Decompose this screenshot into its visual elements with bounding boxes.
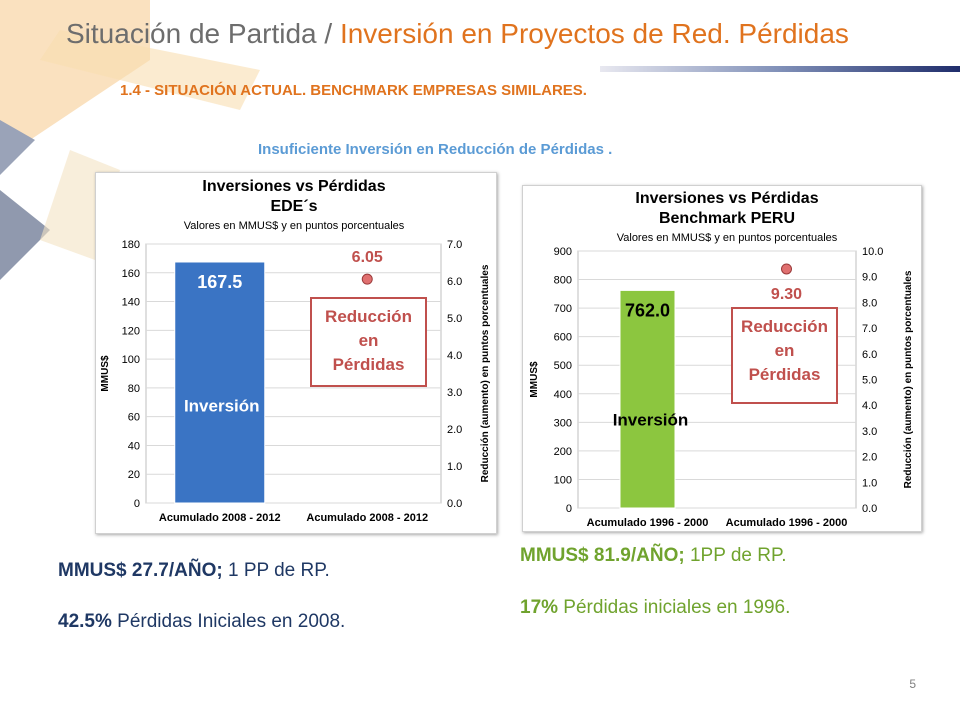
y2-tick-label: 0.0 [447,498,462,510]
y2-tick-label: 2.0 [447,424,462,436]
chart-ede: Inversiones vs Pérdidas EDE´s Valores en M… [100,178,491,524]
loss-box-line: Reducción [741,317,828,336]
chart-title-line2: EDE´s [270,198,317,215]
x-tick-label: Acumulado 2008 - 2012 [306,512,428,524]
note-right-1: MMUS$ 81.9/AÑO; 1PP de RP. [520,545,786,567]
page-number: 5 [909,677,916,691]
y2-tick-label: 7.0 [447,239,462,251]
y2-tick-label: 1.0 [862,477,877,489]
y-tick-label: 800 [554,275,572,287]
y2-tick-label: 2.0 [862,452,877,464]
y-tick-label: 0 [566,503,572,515]
title-accent: Inversión en Proyectos de Red. Pérdidas [339,18,849,49]
loss-box-line: Pérdidas [749,365,821,384]
insight-text: Insuficiente Inversión en Reducción de P… [258,141,613,158]
slide-title: Situación de Partida / Inversión en Proy… [66,18,849,50]
y2-tick-label: 9.0 [862,272,877,284]
y2-tick-label: 4.0 [447,350,462,362]
note-left-2-rest: Pérdidas Iniciales en 2008. [111,611,346,632]
chart-subtitle: Valores en MMUS$ y en puntos porcentuale… [617,232,838,244]
y2-tick-label: 1.0 [447,461,462,473]
note-right-1-rest: 1PP de RP. [684,545,787,566]
chart-title-line2: Benchmark PERU [659,210,795,227]
y-tick-label: 40 [128,440,140,452]
loss-box [731,307,838,404]
y-tick-label: 20 [128,469,140,481]
section-subtitle: 1.4 - SITUACIÓN ACTUAL. BENCHMARK EMPRES… [120,82,587,99]
y2-tick-label: 3.0 [862,426,877,438]
point-value-label: 6.05 [352,249,383,266]
note-left-1-rest: 1 PP de RP. [222,560,330,581]
y2-tick-label: 3.0 [447,387,462,399]
decor-yellow-stripe [40,30,260,110]
y-tick-label: 200 [554,446,572,458]
y-tick-label: 80 [128,383,140,395]
y-axis-label: MMUS$ [529,361,540,398]
point-reduccion [781,263,792,275]
decor-header-bar [600,66,960,72]
y-tick-label: 140 [122,297,140,309]
x-tick-label: Acumulado 1996 - 2000 [587,517,709,529]
y-tick-label: 100 [554,474,572,486]
y-tick-label: 160 [122,268,140,280]
x-tick-label: Acumulado 1996 - 2000 [726,517,848,529]
y-tick-label: 900 [554,246,572,258]
chart-peru-frame: Inversiones vs Pérdidas Benchmark PERU Val… [522,185,922,532]
chart-subtitle: Valores en MMUS$ y en puntos porcentuale… [184,220,405,232]
y2-tick-label: 6.0 [447,276,462,288]
point-value-label: 9.30 [771,286,802,303]
note-left-1-bold: MMUS$ 27.7/AÑO; [58,560,223,581]
chart-title: Inversiones vs Pérdidas [635,190,818,207]
y-axis-label: MMUS$ [100,355,111,392]
y2-tick-label: 5.0 [447,313,462,325]
y2-tick-label: 8.0 [862,297,877,309]
y-tick-label: 400 [554,389,572,401]
bar-value-label: 762.0 [625,300,670,320]
y-tick-label: 500 [554,360,572,372]
y2-tick-label: 7.0 [862,323,877,335]
loss-box-line: Reducción [325,307,412,326]
chart-title: Inversiones vs Pérdidas [202,178,385,195]
y-tick-label: 100 [122,354,140,366]
x-tick-label: Acumulado 2008 - 2012 [159,512,281,524]
y2-axis-label: Reducción (aumento) en puntos porcentual… [480,264,491,482]
bar-value-label: 167.5 [197,272,242,292]
y2-tick-label: 6.0 [862,349,877,361]
y-tick-label: 120 [122,325,140,337]
point-reduccion [361,273,373,285]
note-left-2: 42.5% Pérdidas Iniciales en 2008. [58,611,345,633]
bar-series-label: Inversión [613,410,689,429]
y-tick-label: 0 [134,498,140,510]
y2-tick-label: 4.0 [862,400,877,412]
y-tick-label: 700 [554,303,572,315]
y2-tick-label: 0.0 [862,503,877,515]
y-tick-label: 180 [122,239,140,251]
loss-box [310,297,427,387]
bar-inversion [619,289,676,509]
y-tick-label: 600 [554,332,572,344]
y2-tick-label: 5.0 [862,375,877,387]
y2-axis-label: Reducción (aumento) en puntos porcentual… [903,270,914,488]
decor-orange-chevron [0,0,150,160]
note-right-2-bold: 17% [520,597,559,618]
note-left-2-bold: 42.5% [58,611,112,632]
y-tick-label: 300 [554,417,572,429]
note-right-2: 17% Pérdidas iniciales en 1996. [520,597,790,619]
chart-peru: Inversiones vs Pérdidas Benchmark PERU Val… [529,190,914,529]
chart-ede-frame: Inversiones vs Pérdidas EDE´s Valores en M… [95,172,497,534]
title-main: Situación de Partida / [66,18,333,49]
bar-series-label: Inversión [184,396,260,415]
decor-gray-triangle [0,190,50,280]
y-tick-label: 60 [128,412,140,424]
note-left-1: MMUS$ 27.7/AÑO; 1 PP de RP. [58,560,330,582]
bar-inversion [174,261,266,504]
loss-box-line: en [775,341,795,360]
loss-box-line: Pérdidas [333,355,405,374]
note-right-1-bold: MMUS$ 81.9/AÑO; [520,545,685,566]
decor-gray-chevron [0,120,35,175]
loss-box-line: en [359,331,379,350]
y2-tick-label: 10.0 [862,246,883,258]
note-right-2-rest: Pérdidas iniciales en 1996. [558,597,791,618]
